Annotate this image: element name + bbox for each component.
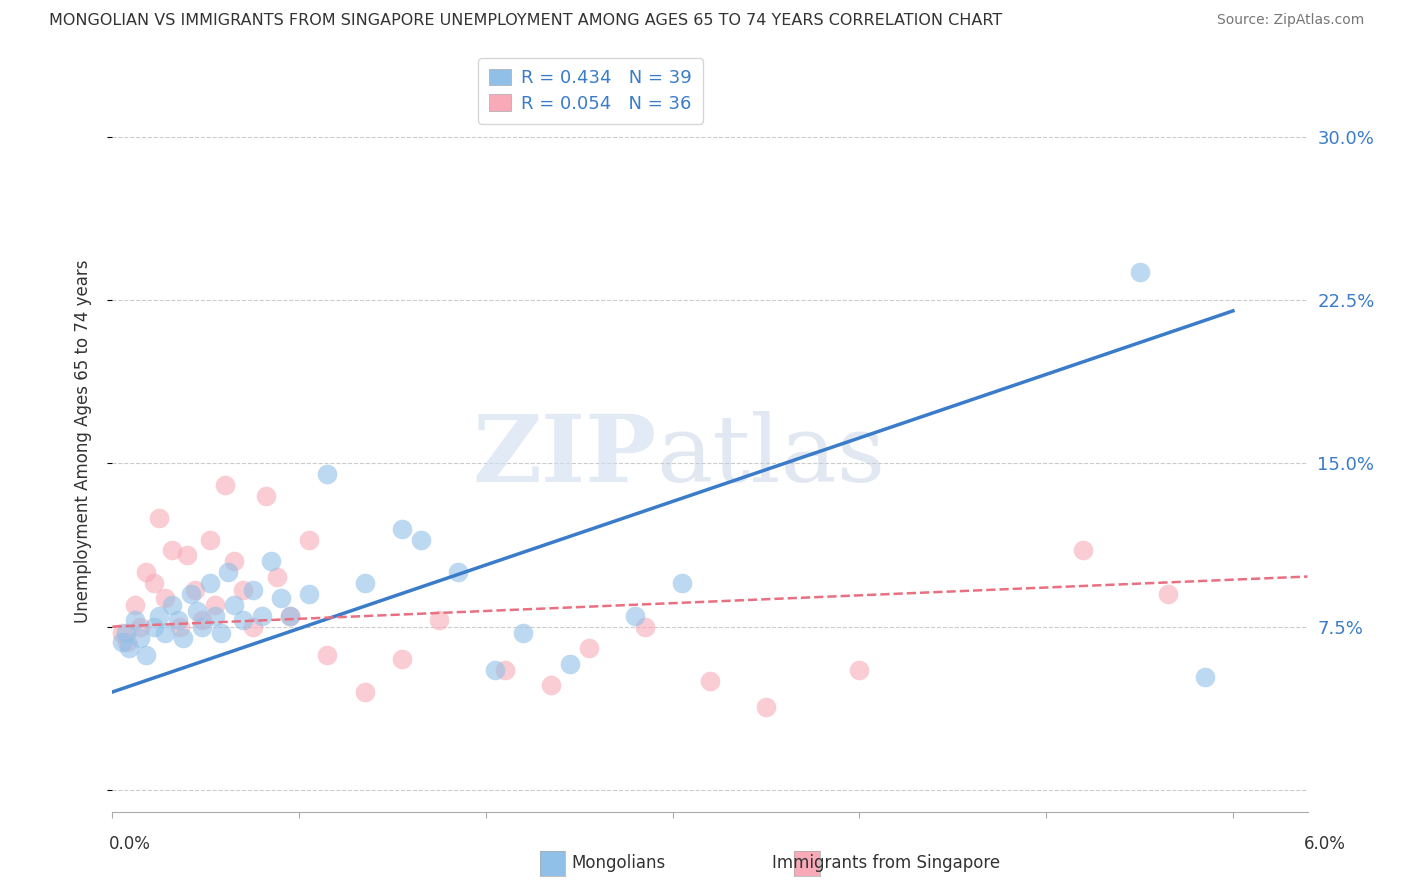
Point: [699, 674, 721, 689]
Point: [624, 608, 647, 623]
Point: [111, 626, 134, 640]
Point: [142, 619, 165, 633]
Point: [232, 582, 254, 597]
Point: [222, 554, 245, 568]
Point: [162, 598, 183, 612]
Point: [153, 591, 176, 606]
Point: [129, 619, 152, 633]
Point: [634, 619, 657, 633]
Point: [242, 582, 264, 597]
Point: [1128, 265, 1150, 279]
Point: [250, 608, 273, 623]
Point: [198, 533, 221, 547]
Point: [297, 533, 319, 547]
Point: [254, 489, 277, 503]
Text: MONGOLIAN VS IMMIGRANTS FROM SINGAPORE UNEMPLOYMENT AMONG AGES 65 TO 74 YEARS CO: MONGOLIAN VS IMMIGRANTS FROM SINGAPORE U…: [49, 13, 1002, 29]
Point: [114, 626, 136, 640]
Text: Source: ZipAtlas.com: Source: ZipAtlas.com: [1216, 13, 1364, 28]
Point: [447, 565, 470, 579]
Point: [494, 663, 516, 677]
Point: [176, 548, 198, 562]
Point: [270, 591, 292, 606]
Point: [148, 510, 170, 524]
Text: Mongolians: Mongolians: [571, 855, 666, 872]
Point: [198, 576, 221, 591]
Point: [278, 608, 301, 623]
Point: [353, 685, 375, 699]
Point: [124, 613, 146, 627]
Point: [755, 700, 778, 714]
Point: [260, 554, 283, 568]
Point: [124, 598, 146, 612]
Point: [391, 522, 413, 536]
Point: [186, 604, 208, 618]
Point: [1194, 670, 1216, 684]
Point: [180, 587, 202, 601]
Text: Immigrants from Singapore: Immigrants from Singapore: [772, 855, 1000, 872]
Point: [169, 619, 191, 633]
Point: [558, 657, 581, 671]
Point: [391, 652, 413, 666]
Point: [316, 648, 339, 662]
Point: [484, 663, 506, 677]
Point: [409, 533, 432, 547]
Text: atlas: atlas: [657, 411, 886, 501]
Point: [540, 678, 562, 692]
Text: ZIP: ZIP: [472, 411, 657, 501]
Point: [183, 582, 205, 597]
Point: [142, 576, 165, 591]
Point: [191, 619, 214, 633]
Point: [162, 543, 183, 558]
Point: [135, 565, 157, 579]
Point: [129, 631, 152, 645]
Text: 6.0%: 6.0%: [1303, 835, 1346, 853]
Point: [512, 626, 534, 640]
Point: [242, 619, 264, 633]
Text: 0.0%: 0.0%: [108, 835, 150, 853]
Y-axis label: Unemployment Among Ages 65 to 74 years: Unemployment Among Ages 65 to 74 years: [73, 260, 91, 624]
Point: [118, 641, 141, 656]
Point: [671, 576, 693, 591]
Point: [204, 608, 226, 623]
Point: [148, 608, 170, 623]
Point: [153, 626, 176, 640]
Point: [353, 576, 375, 591]
Point: [297, 587, 319, 601]
Point: [172, 631, 194, 645]
Point: [578, 641, 600, 656]
Point: [217, 565, 239, 579]
Point: [209, 626, 232, 640]
Point: [191, 613, 214, 627]
Point: [427, 613, 450, 627]
Point: [266, 569, 288, 583]
Point: [214, 478, 236, 492]
Point: [848, 663, 870, 677]
Point: [278, 608, 301, 623]
Point: [222, 598, 245, 612]
Legend: R = 0.434   N = 39, R = 0.054   N = 36: R = 0.434 N = 39, R = 0.054 N = 36: [478, 58, 703, 124]
Point: [1156, 587, 1178, 601]
Point: [316, 467, 339, 482]
Point: [232, 613, 254, 627]
Point: [135, 648, 157, 662]
Point: [111, 635, 134, 649]
Point: [204, 598, 226, 612]
Point: [1073, 543, 1095, 558]
Point: [166, 613, 188, 627]
Point: [117, 635, 139, 649]
